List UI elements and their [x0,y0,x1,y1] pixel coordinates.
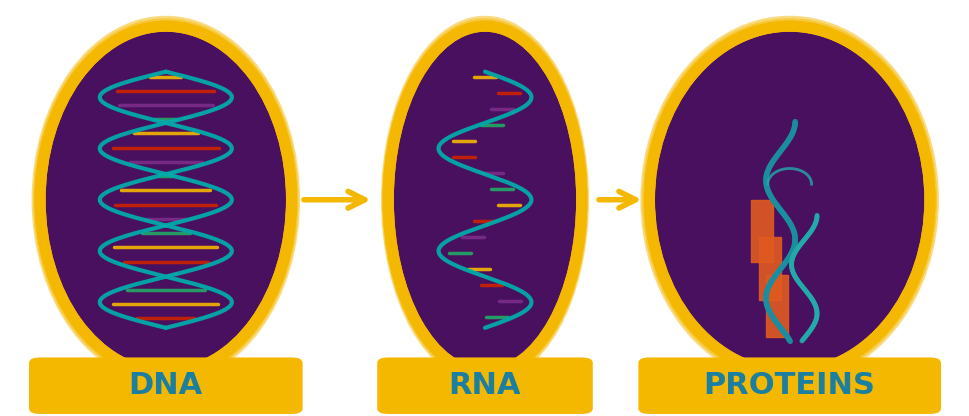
Text: DNA: DNA [129,371,203,400]
Ellipse shape [437,115,532,285]
Ellipse shape [401,51,568,349]
Ellipse shape [425,94,544,306]
Ellipse shape [651,30,926,370]
Ellipse shape [390,30,579,370]
FancyBboxPatch shape [30,359,301,413]
Ellipse shape [703,94,875,306]
Ellipse shape [44,31,288,368]
Ellipse shape [74,72,258,327]
Ellipse shape [653,31,924,368]
Ellipse shape [119,136,212,263]
Ellipse shape [58,51,273,349]
Ellipse shape [669,51,909,349]
Ellipse shape [449,136,520,263]
Ellipse shape [771,178,806,221]
Ellipse shape [43,30,289,370]
Ellipse shape [473,178,496,221]
Text: PROTEINS: PROTEINS [703,371,875,400]
Ellipse shape [391,31,578,368]
FancyBboxPatch shape [378,359,591,413]
Ellipse shape [135,157,197,242]
FancyBboxPatch shape [640,359,939,413]
Ellipse shape [737,136,840,263]
Ellipse shape [414,72,555,327]
Ellipse shape [720,115,858,285]
Ellipse shape [89,94,242,306]
Ellipse shape [755,157,824,242]
Ellipse shape [150,178,181,221]
Ellipse shape [104,115,227,285]
Ellipse shape [461,157,508,242]
Ellipse shape [686,72,891,327]
Text: RNA: RNA [449,371,520,400]
